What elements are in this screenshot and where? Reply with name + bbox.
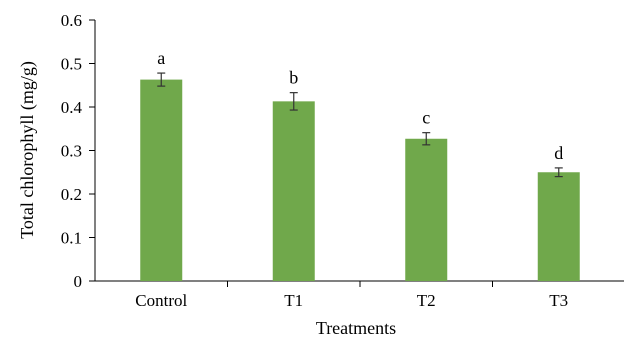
y-tick-label: 0.2: [61, 185, 82, 204]
bar-t2: [405, 138, 448, 281]
y-tick-label: 0.4: [61, 98, 83, 117]
y-tick-label: 0.5: [61, 55, 82, 74]
significance-label: a: [157, 48, 165, 68]
bars: [140, 79, 580, 281]
significance-label: d: [554, 143, 563, 163]
y-axis-title: Total chlorophyll (mg/g): [17, 61, 38, 239]
bar-control: [140, 79, 183, 281]
y-tick-labels: 0 0.1 0.2 0.3 0.4 0.5 0.6: [61, 11, 95, 291]
error-bar: [554, 167, 563, 178]
significance-label: b: [289, 68, 298, 88]
x-tick-labels: Control T1 T2 T3: [135, 281, 568, 310]
y-tick-label: 0.1: [61, 229, 82, 248]
bar-t3: [537, 172, 580, 281]
error-bar: [422, 132, 431, 146]
y-tick-label: 0.3: [61, 142, 82, 161]
error-bar: [289, 92, 298, 111]
y-tick-label: 0.6: [61, 11, 82, 30]
bar-t1: [272, 101, 315, 281]
x-tick-label: T3: [549, 291, 568, 310]
error-bar: [157, 72, 166, 87]
x-tick-label: T2: [417, 291, 436, 310]
significance-label: c: [422, 108, 430, 128]
x-axis-title: Treatments: [316, 318, 396, 338]
y-tick-label: 0: [74, 272, 83, 291]
error-bars: [157, 72, 563, 178]
x-tick-label: T1: [284, 291, 303, 310]
significance-labels: a b c d: [157, 48, 563, 163]
x-tick-label: Control: [135, 291, 187, 310]
